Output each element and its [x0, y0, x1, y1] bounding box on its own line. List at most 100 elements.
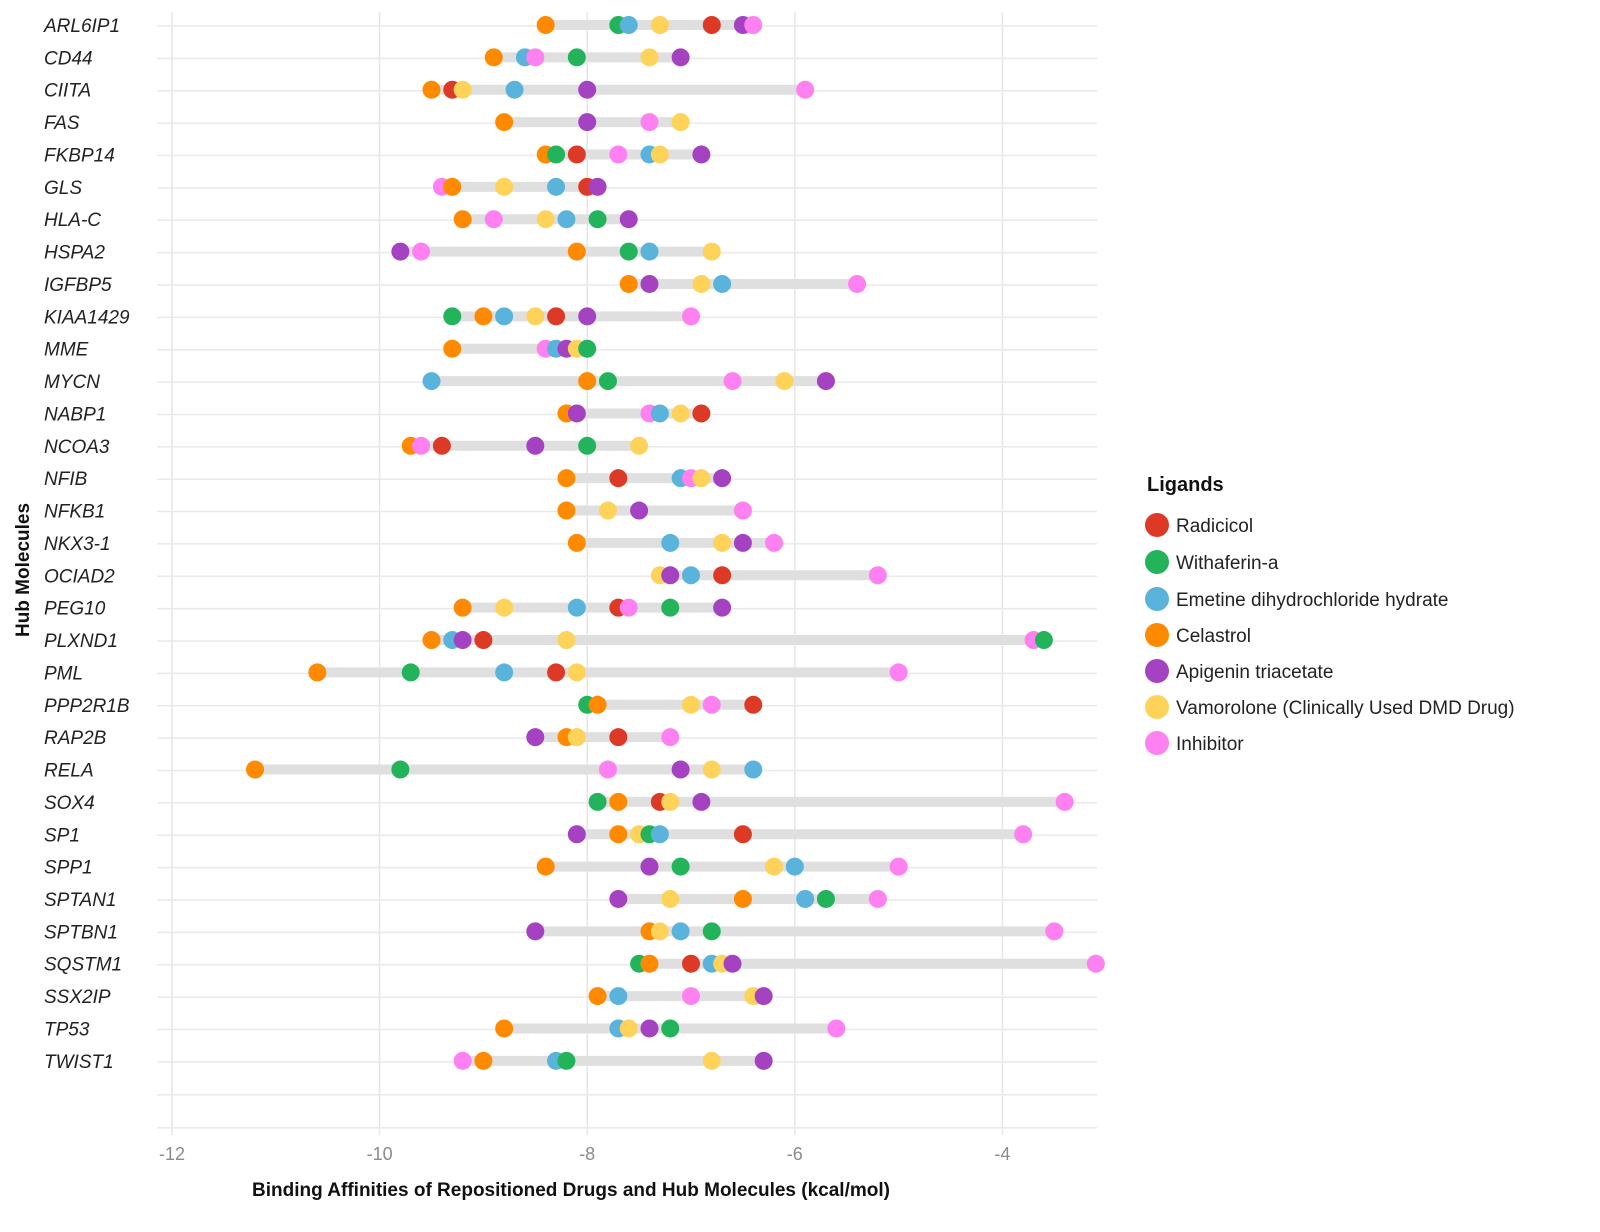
y-tick-label: SP1 — [44, 825, 80, 846]
dot-inhibitor — [702, 695, 721, 714]
legend: Ligands Radicicol Withaferin-a Emetine dih… — [1145, 474, 1515, 755]
legend-label: Apigenin triacetate — [1176, 662, 1333, 683]
dot-radicicol — [567, 145, 586, 164]
row-HSPA2: HSPA2 — [44, 242, 721, 264]
dot-apigenin-triacetate — [578, 80, 597, 99]
dot-emetine-dihydrochloride-hydrate — [744, 760, 763, 779]
legend-item: Emetine dihydrochloride hydrate — [1145, 587, 1449, 611]
dot-emetine-dihydrochloride-hydrate — [640, 242, 659, 261]
dot-vamorolone-clinically-used-dmd-drug- — [692, 274, 711, 293]
y-tick-label: IGFBP5 — [44, 275, 112, 296]
row-SPTAN1: SPTAN1 — [44, 889, 887, 911]
dot-vamorolone-clinically-used-dmd-drug- — [526, 307, 545, 326]
dot-withaferin-a — [661, 1019, 680, 1038]
dot-inhibitor — [682, 987, 700, 1006]
dot-apigenin-triacetate — [526, 436, 545, 455]
dot-apigenin-triacetate — [692, 792, 711, 811]
legend-label: Celastrol — [1176, 626, 1251, 647]
dot-inhibitor — [765, 533, 784, 552]
legend-label: Vamorolone (Clinically Used DMD Drug) — [1176, 698, 1515, 719]
dot-celastrol — [588, 987, 607, 1006]
dot-emetine-dihydrochloride-hydrate — [619, 16, 638, 34]
dot-withaferin-a — [391, 760, 410, 779]
legend-label: Radicicol — [1176, 516, 1253, 537]
dot-celastrol — [588, 695, 607, 714]
dot-vamorolone-clinically-used-dmd-drug- — [682, 695, 700, 714]
dot-celastrol — [443, 177, 462, 196]
legend-swatch — [1145, 659, 1169, 683]
dot-celastrol — [474, 307, 493, 326]
dot-inhibitor — [598, 760, 617, 779]
y-axis-title: Hub Molecules — [13, 503, 34, 637]
dot-emetine-dihydrochloride-hydrate — [495, 663, 514, 682]
dot-apigenin-triacetate — [754, 1051, 773, 1070]
y-tick-label: FKBP14 — [44, 145, 115, 166]
row-FAS: FAS — [44, 113, 690, 134]
dot-apigenin-triacetate — [567, 404, 586, 423]
dot-vamorolone-clinically-used-dmd-drug- — [671, 404, 690, 423]
dot-radicicol — [702, 16, 721, 34]
x-axis-ticks: -12 -10 -8 -6 -4 — [159, 1144, 1010, 1164]
y-tick-label: PML — [44, 663, 83, 684]
dot-inhibitor — [640, 113, 659, 132]
legend-swatch — [1145, 731, 1169, 755]
dot-withaferin-a — [816, 889, 835, 908]
row-OCIAD2: OCIAD2 — [44, 566, 887, 587]
dot-apigenin-triacetate — [609, 889, 628, 908]
dot-vamorolone-clinically-used-dmd-drug- — [557, 631, 576, 650]
y-tick-label: SOX4 — [44, 793, 95, 814]
legend-item: Inhibitor — [1145, 731, 1244, 755]
dot-apigenin-triacetate — [578, 307, 597, 326]
dot-inhibitor — [412, 242, 431, 261]
dot-vamorolone-clinically-used-dmd-drug- — [536, 210, 555, 229]
row-TP53: TP53 — [44, 1019, 846, 1040]
row-SPP1: SPP1 — [44, 857, 908, 879]
legend-label: Emetine dihydrochloride hydrate — [1176, 590, 1449, 611]
dot-vamorolone-clinically-used-dmd-drug- — [671, 113, 690, 132]
dot-radicicol — [547, 663, 566, 682]
dot-apigenin-triacetate — [754, 987, 773, 1006]
dot-withaferin-a — [702, 922, 721, 941]
y-tick-label: OCIAD2 — [44, 566, 115, 587]
dot-celastrol — [422, 631, 441, 650]
y-tick-label: RAP2B — [44, 728, 107, 749]
dot-celastrol — [484, 48, 503, 67]
dot-vamorolone-clinically-used-dmd-drug- — [650, 145, 669, 164]
dot-celastrol — [567, 533, 586, 552]
dot-emetine-dihydrochloride-hydrate — [495, 307, 514, 326]
dot-apigenin-triacetate — [692, 145, 711, 164]
dot-emetine-dihydrochloride-hydrate — [422, 372, 441, 391]
dot-emetine-dihydrochloride-hydrate — [713, 274, 732, 293]
y-tick-label: SPTAN1 — [44, 890, 117, 911]
dot-vamorolone-clinically-used-dmd-drug- — [765, 857, 784, 876]
dot-withaferin-a — [567, 48, 586, 67]
dot-emetine-dihydrochloride-hydrate — [505, 80, 524, 99]
dot-radicicol — [432, 436, 451, 455]
row-PML: PML — [44, 663, 908, 684]
dot-inhibitor — [609, 145, 628, 164]
dot-withaferin-a — [547, 145, 566, 164]
dot-vamorolone-clinically-used-dmd-drug- — [661, 889, 680, 908]
row-MME: MME — [44, 339, 597, 361]
dot-apigenin-triacetate — [723, 954, 742, 973]
row-SP1: SP1 — [44, 825, 1033, 846]
y-tick-label: CIITA — [44, 81, 91, 102]
dot-radicicol — [609, 728, 628, 747]
y-tick-label: CD44 — [44, 48, 93, 69]
row-NCOA3: NCOA3 — [44, 436, 649, 458]
dot-celastrol — [609, 792, 628, 811]
y-tick-label: MYCN — [44, 372, 100, 393]
dot-emetine-dihydrochloride-hydrate — [547, 177, 566, 196]
dot-withaferin-a — [578, 436, 597, 455]
dot-apigenin-triacetate — [391, 242, 410, 261]
legend-swatch — [1145, 695, 1169, 719]
dot-celastrol — [453, 210, 472, 229]
dot-vamorolone-clinically-used-dmd-drug- — [567, 728, 586, 747]
y-tick-label: SPTBN1 — [44, 922, 118, 943]
dot-celastrol — [609, 825, 628, 844]
dot-apigenin-triacetate — [640, 274, 659, 293]
dot-vamorolone-clinically-used-dmd-drug- — [453, 80, 472, 99]
dot-withaferin-a — [557, 1051, 576, 1070]
dot-apigenin-triacetate — [640, 857, 659, 876]
row-SOX4: SOX4 — [44, 792, 1074, 814]
